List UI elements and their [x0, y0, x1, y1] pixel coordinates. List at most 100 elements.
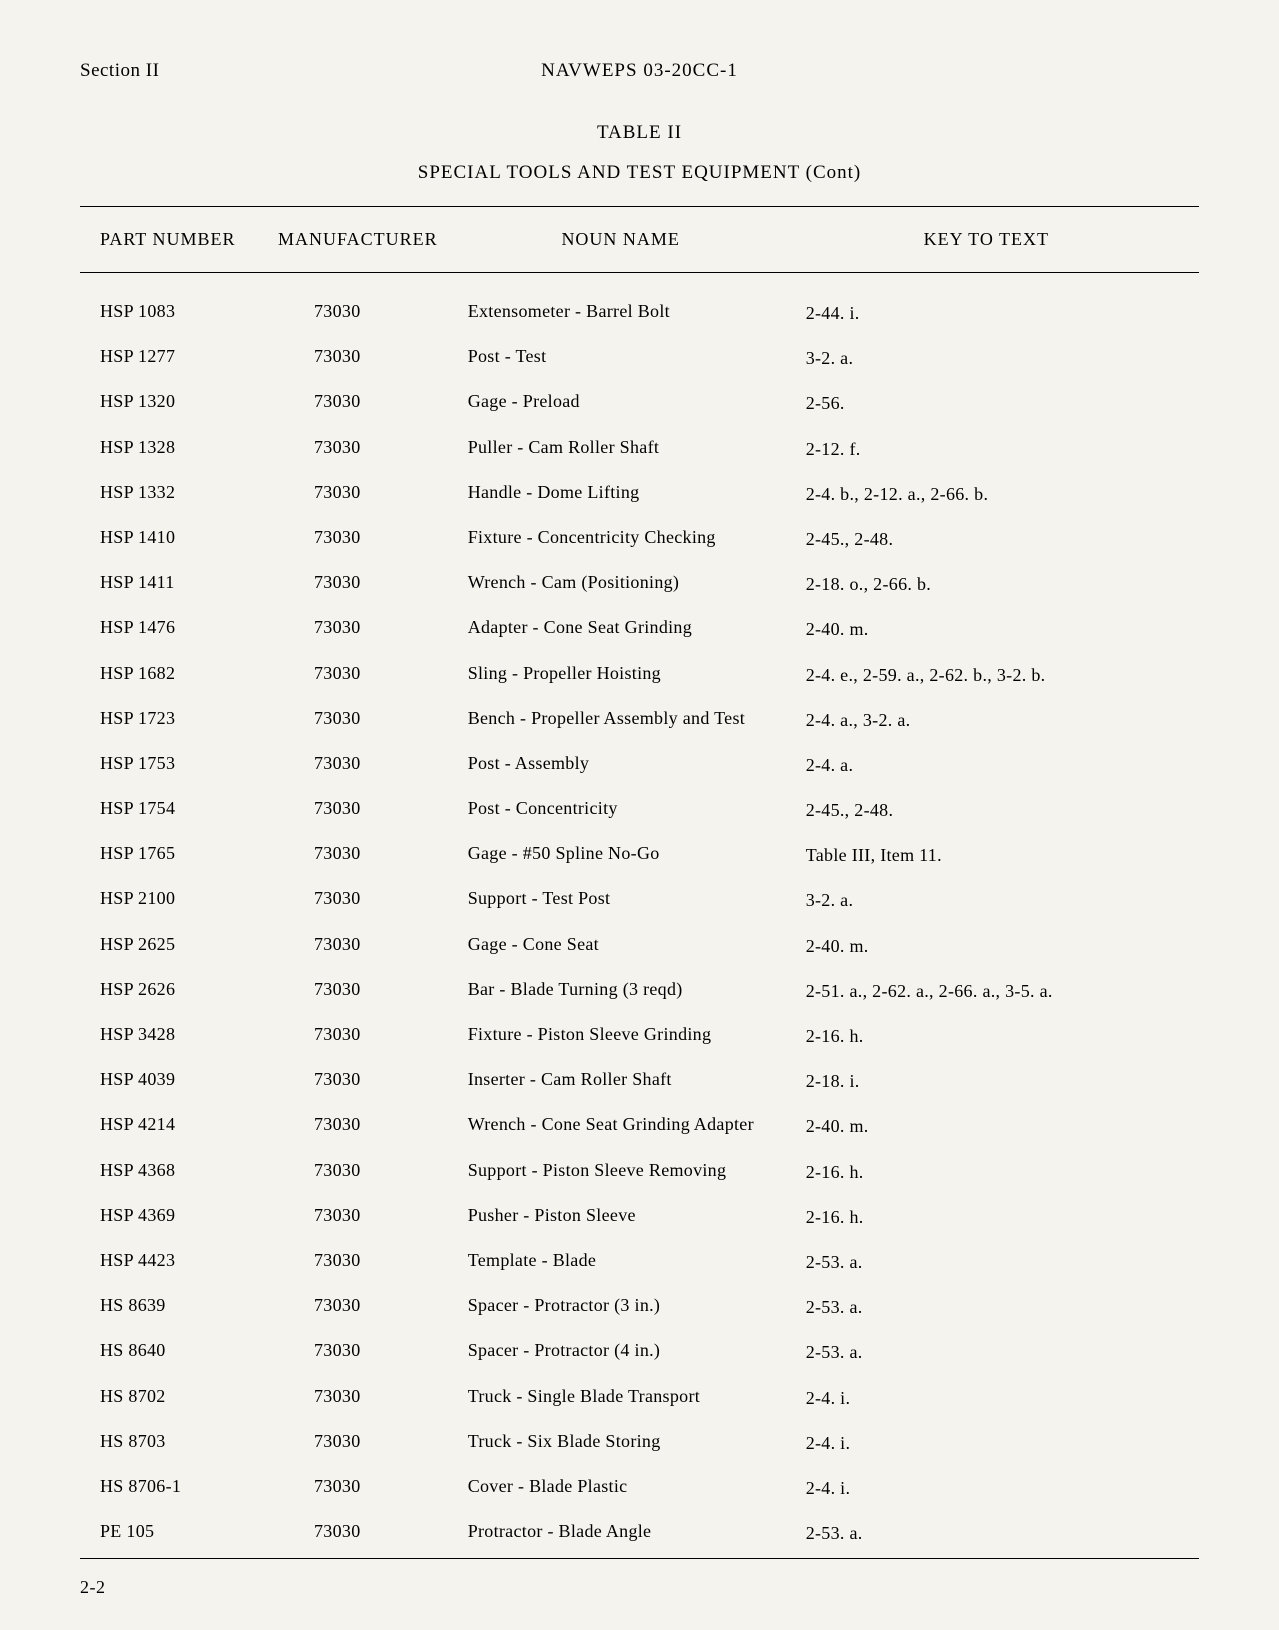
cell-part-number: HSP 1754	[80, 788, 270, 833]
table-row: HS 870373030Truck - Six Blade Storing2-4…	[80, 1421, 1199, 1466]
cell-noun-name: Extensometer - Barrel Bolt	[446, 273, 796, 337]
cell-manufacturer: 73030	[270, 1104, 446, 1149]
cell-key-to-text: 2-18. i.	[796, 1059, 1199, 1104]
cell-noun-name: Wrench - Cam (Positioning)	[446, 562, 796, 607]
cell-part-number: HSP 1765	[80, 833, 270, 878]
cell-noun-name: Post - Concentricity	[446, 788, 796, 833]
cell-key-to-text: 2-16. h.	[796, 1195, 1199, 1240]
cell-part-number: HS 8703	[80, 1421, 270, 1466]
cell-key-to-text: 2-4. i.	[796, 1466, 1199, 1511]
column-header-part-number: PART NUMBER	[80, 207, 270, 273]
cell-key-to-text: 2-40. m.	[796, 924, 1199, 969]
table-row: HSP 127773030Post - Test3-2. a.	[80, 336, 1199, 381]
cell-manufacturer: 73030	[270, 1376, 446, 1421]
table-row: HSP 262573030Gage - Cone Seat2-40. m.	[80, 924, 1199, 969]
cell-part-number: HSP 4039	[80, 1059, 270, 1104]
table-row: HSP 132873030Puller - Cam Roller Shaft2-…	[80, 427, 1199, 472]
table-header: PART NUMBER MANUFACTURER NOUN NAME KEY T…	[80, 207, 1199, 273]
cell-key-to-text: 2-40. m.	[796, 607, 1199, 652]
cell-manufacturer: 73030	[270, 336, 446, 381]
cell-manufacturer: 73030	[270, 607, 446, 652]
table-row: HSP 342873030Fixture - Piston Sleeve Gri…	[80, 1014, 1199, 1059]
cell-part-number: PE 105	[80, 1511, 270, 1559]
cell-part-number: HSP 1332	[80, 472, 270, 517]
cell-noun-name: Inserter - Cam Roller Shaft	[446, 1059, 796, 1104]
cell-manufacturer: 73030	[270, 653, 446, 698]
cell-manufacturer: 73030	[270, 833, 446, 878]
cell-manufacturer: 73030	[270, 1059, 446, 1104]
table-row: HSP 436973030Pusher - Piston Sleeve2-16.…	[80, 1195, 1199, 1240]
table-row: HSP 175373030Post - Assembly2-4. a.	[80, 743, 1199, 788]
cell-manufacturer: 73030	[270, 472, 446, 517]
cell-manufacturer: 73030	[270, 924, 446, 969]
table-row: HSP 436873030Support - Piston Sleeve Rem…	[80, 1150, 1199, 1195]
table-row: HS 870273030Truck - Single Blade Transpo…	[80, 1376, 1199, 1421]
cell-manufacturer: 73030	[270, 1466, 446, 1511]
table-row: PE 10573030Protractor - Blade Angle2-53.…	[80, 1511, 1199, 1559]
cell-key-to-text: 2-45., 2-48.	[796, 788, 1199, 833]
table-body: HSP 108373030Extensometer - Barrel Bolt2…	[80, 273, 1199, 1559]
table-row: HS 8706-173030Cover - Blade Plastic2-4. …	[80, 1466, 1199, 1511]
cell-noun-name: Wrench - Cone Seat Grinding Adapter	[446, 1104, 796, 1149]
cell-manufacturer: 73030	[270, 698, 446, 743]
table-row: HSP 210073030Support - Test Post3-2. a.	[80, 878, 1199, 923]
cell-key-to-text: 2-53. a.	[796, 1330, 1199, 1375]
cell-part-number: HS 8639	[80, 1285, 270, 1330]
cell-part-number: HSP 1410	[80, 517, 270, 562]
table-row: HSP 108373030Extensometer - Barrel Bolt2…	[80, 273, 1199, 337]
cell-noun-name: Protractor - Blade Angle	[446, 1511, 796, 1559]
table-label: TABLE II	[80, 122, 1199, 144]
cell-noun-name: Spacer - Protractor (4 in.)	[446, 1330, 796, 1375]
table-row: HSP 168273030Sling - Propeller Hoisting2…	[80, 653, 1199, 698]
cell-manufacturer: 73030	[270, 1150, 446, 1195]
cell-key-to-text: 2-56.	[796, 381, 1199, 426]
cell-part-number: HSP 2100	[80, 878, 270, 923]
table-row: HS 863973030Spacer - Protractor (3 in.)2…	[80, 1285, 1199, 1330]
cell-key-to-text: 2-40. m.	[796, 1104, 1199, 1149]
cell-key-to-text: 2-16. h.	[796, 1014, 1199, 1059]
cell-key-to-text: 2-16. h.	[796, 1150, 1199, 1195]
cell-noun-name: Puller - Cam Roller Shaft	[446, 427, 796, 472]
cell-manufacturer: 73030	[270, 969, 446, 1014]
cell-noun-name: Cover - Blade Plastic	[446, 1466, 796, 1511]
table-title: SPECIAL TOOLS AND TEST EQUIPMENT (Cont)	[80, 162, 1199, 184]
column-header-key-to-text: KEY TO TEXT	[796, 207, 1199, 273]
cell-manufacturer: 73030	[270, 562, 446, 607]
cell-key-to-text: 2-53. a.	[796, 1511, 1199, 1559]
cell-noun-name: Truck - Single Blade Transport	[446, 1376, 796, 1421]
cell-key-to-text: 2-4. a., 3-2. a.	[796, 698, 1199, 743]
table-row: HSP 172373030Bench - Propeller Assembly …	[80, 698, 1199, 743]
cell-key-to-text: 2-4. b., 2-12. a., 2-66. b.	[796, 472, 1199, 517]
cell-manufacturer: 73030	[270, 1285, 446, 1330]
cell-key-to-text: 2-4. a.	[796, 743, 1199, 788]
cell-manufacturer: 73030	[270, 517, 446, 562]
cell-manufacturer: 73030	[270, 1511, 446, 1559]
cell-part-number: HSP 1682	[80, 653, 270, 698]
cell-noun-name: Support - Test Post	[446, 878, 796, 923]
cell-key-to-text: Table III, Item 11.	[796, 833, 1199, 878]
page-container: Section II NAVWEPS 03-20CC-1 TABLE II SP…	[80, 60, 1199, 1590]
table-row: HSP 442373030Template - Blade2-53. a.	[80, 1240, 1199, 1285]
cell-noun-name: Bar - Blade Turning (3 reqd)	[446, 969, 796, 1014]
cell-part-number: HSP 1320	[80, 381, 270, 426]
table-row: HSP 147673030Adapter - Cone Seat Grindin…	[80, 607, 1199, 652]
cell-noun-name: Bench - Propeller Assembly and Test	[446, 698, 796, 743]
table-row: HSP 403973030Inserter - Cam Roller Shaft…	[80, 1059, 1199, 1104]
table-row: HSP 132073030Gage - Preload2-56.	[80, 381, 1199, 426]
column-header-manufacturer: MANUFACTURER	[270, 207, 446, 273]
cell-part-number: HS 8702	[80, 1376, 270, 1421]
cell-part-number: HSP 4423	[80, 1240, 270, 1285]
cell-part-number: HSP 2626	[80, 969, 270, 1014]
cell-part-number: HSP 2625	[80, 924, 270, 969]
cell-manufacturer: 73030	[270, 1014, 446, 1059]
cell-noun-name: Handle - Dome Lifting	[446, 472, 796, 517]
cell-noun-name: Sling - Propeller Hoisting	[446, 653, 796, 698]
table-row: HSP 175473030Post - Concentricity2-45., …	[80, 788, 1199, 833]
cell-manufacturer: 73030	[270, 1421, 446, 1466]
document-number: NAVWEPS 03-20CC-1	[541, 60, 738, 82]
cell-noun-name: Post - Test	[446, 336, 796, 381]
table-row: HS 864073030Spacer - Protractor (4 in.)2…	[80, 1330, 1199, 1375]
cell-noun-name: Support - Piston Sleeve Removing	[446, 1150, 796, 1195]
section-label: Section II	[80, 60, 159, 82]
cell-part-number: HSP 1476	[80, 607, 270, 652]
